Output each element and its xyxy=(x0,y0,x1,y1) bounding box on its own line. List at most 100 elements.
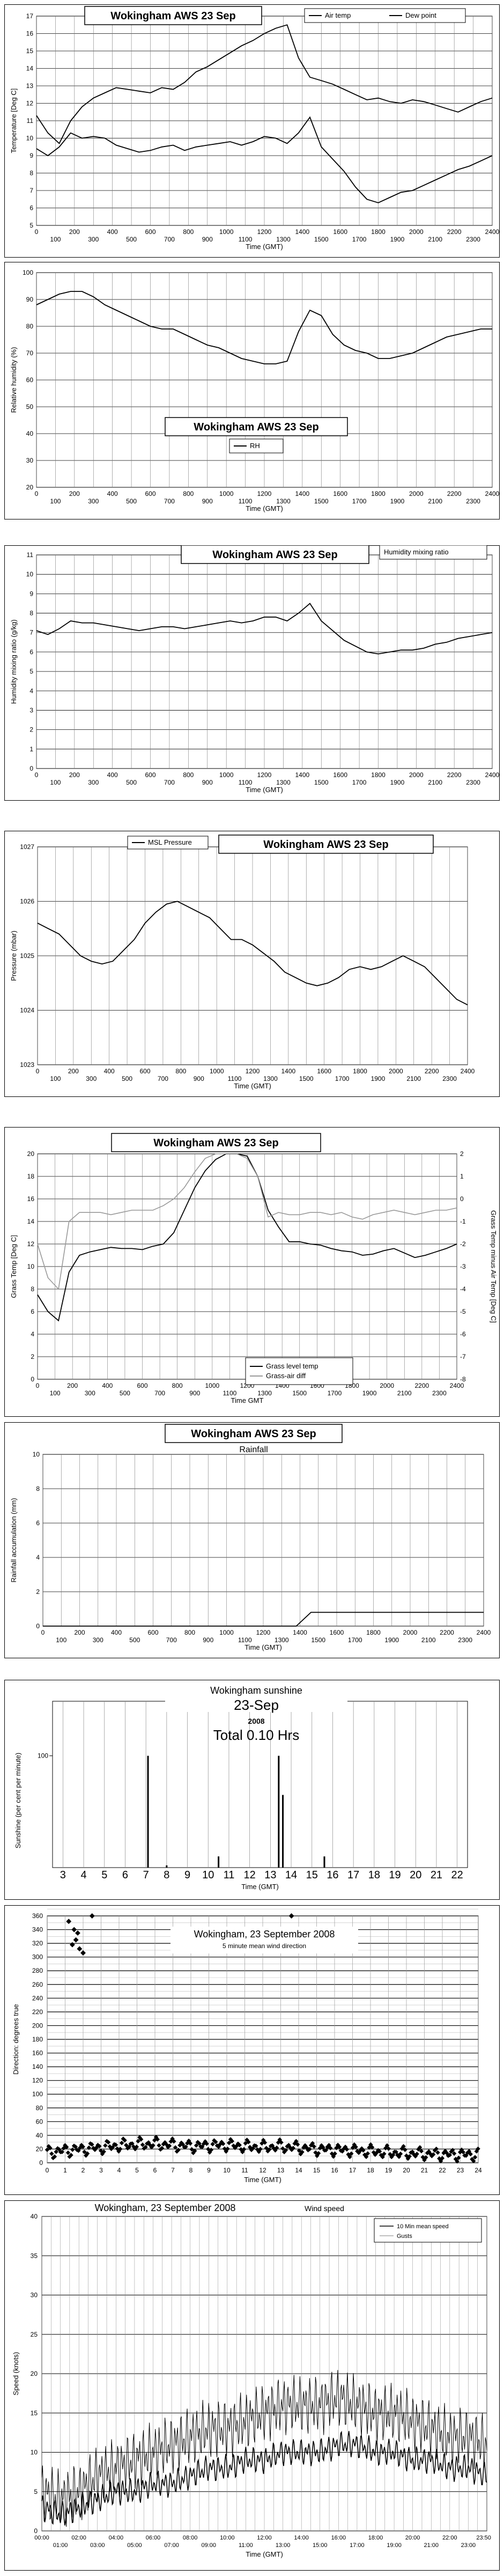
y2-axis-label: Grass Temp minus Air Temp [Deg C] xyxy=(490,1210,498,1323)
y-tick-label: 10 xyxy=(26,570,34,578)
x-tick-label: 1300 xyxy=(257,1389,272,1397)
title-box xyxy=(165,417,348,436)
x-tick-label: 1400 xyxy=(295,490,309,497)
y2-tick-label: -6 xyxy=(460,1330,466,1338)
x-tick-label: 800 xyxy=(183,771,194,779)
y-tick-label: 5 xyxy=(29,668,33,675)
x-tick-label: 10 xyxy=(202,1869,214,1881)
x-tick-label: 300 xyxy=(86,1075,97,1082)
x-tick-label: 0 xyxy=(35,228,39,236)
y-tick-label: 25 xyxy=(31,2331,38,2338)
y-tick-label: 4 xyxy=(31,1330,34,1338)
y2-tick-label: -2 xyxy=(460,1240,466,1248)
x-tick-label: 05:00 xyxy=(127,2542,142,2549)
temperature-chart: 5 6 7 8 9 10 11 12 13 14 15 16 17 0 200 400 600 800 1000 12… xyxy=(4,4,500,258)
x-tick-label: 1400 xyxy=(281,1067,295,1075)
panel-grass-temp: 0 2 4 6 8 10 12 14 16 18 20 0 200 400 600 800 1000 1200 14… xyxy=(4,1127,500,1417)
y-tick-label: 60 xyxy=(26,376,34,384)
y-tick-label: 2 xyxy=(36,1588,40,1596)
x-tick-label: 200 xyxy=(69,228,80,236)
x-tick-label: 17:00 xyxy=(350,2542,365,2549)
x-tick-label: 1900 xyxy=(362,1389,377,1397)
panel-wind-speed: 0 5 10 15 20 25 30 35 40 00:00 02:00 04:00 06:00 08:0… xyxy=(4,2200,500,2571)
direction-point xyxy=(172,2139,176,2144)
y-tick-label: 18 xyxy=(27,1173,35,1180)
x-tick-label: 900 xyxy=(202,779,213,786)
x-tick-label: 1600 xyxy=(333,228,347,236)
x-tick-label: 1400 xyxy=(295,228,309,236)
x-tick-label: 0 xyxy=(36,1067,40,1075)
x-tick-label: 1200 xyxy=(257,771,272,779)
x-tick-label: 2400 xyxy=(485,228,500,236)
x-tick-label: 500 xyxy=(126,497,137,505)
x-tick-label: 24 xyxy=(475,2167,482,2174)
x-tick-label: 1000 xyxy=(219,490,234,497)
y-tick-label: 140 xyxy=(32,2063,43,2070)
y-tick-label: 0 xyxy=(29,765,33,772)
x-tick-label: 1700 xyxy=(328,1389,342,1397)
series-line-1 xyxy=(37,901,468,1006)
y-tick-label: 360 xyxy=(32,1912,43,1920)
x-tick-label: 22:00 xyxy=(442,2535,457,2541)
x-axis-label: Time (GMT) xyxy=(234,1082,271,1090)
y2-tick-label: 0 xyxy=(460,1195,464,1203)
y-tick-label: 240 xyxy=(32,1994,43,2002)
x-tick-label: 1100 xyxy=(239,779,253,786)
chart-year: 2008 xyxy=(248,1717,264,1725)
direction-point xyxy=(258,2147,263,2151)
y-tick-label: 300 xyxy=(32,1953,43,1961)
legend-box xyxy=(229,438,284,453)
chart-title: Wokingham AWS 23 Sep xyxy=(110,10,235,22)
y-tick-label: 8 xyxy=(29,170,33,177)
panel-mixing-ratio: 0 1 2 3 4 5 6 7 8 9 10 11 0 200 400 600 800 1000 1200 1400 1… xyxy=(4,545,500,801)
x-tick-label: 07:00 xyxy=(164,2542,179,2549)
y2-tick-label: -1 xyxy=(460,1218,466,1225)
y2-tick-label: 1 xyxy=(460,1173,464,1180)
x-tick-label: 18:00 xyxy=(368,2535,383,2541)
chart-subtitle: Wind speed xyxy=(305,2204,344,2213)
y-tick-label: 12 xyxy=(27,1240,35,1248)
x-tick-label: 7 xyxy=(171,2167,175,2174)
x-tick-label: 11 xyxy=(241,2167,248,2174)
x-tick-label: 18 xyxy=(368,1869,380,1881)
x-tick-label: 400 xyxy=(107,228,118,236)
y-tick-label: 8 xyxy=(31,1285,34,1293)
y-tick-label: 0 xyxy=(39,2159,43,2167)
y-tick-label: 100 xyxy=(38,1752,48,1760)
chart-date: 23-Sep xyxy=(234,1697,279,1713)
panel-temperature: 5 6 7 8 9 10 11 12 13 14 15 16 17 0 200 400 600 800 1000 12… xyxy=(4,4,500,258)
direction-point xyxy=(450,2148,455,2153)
x-tick-label: 500 xyxy=(126,779,137,786)
x-tick-label: 21 xyxy=(431,1869,442,1881)
x-tick-label: 300 xyxy=(88,236,99,243)
y-tick-label: 260 xyxy=(32,1981,43,1988)
x-tick-label: 400 xyxy=(107,490,118,497)
x-tick-label: 1500 xyxy=(292,1389,307,1397)
y-tick-label: 15 xyxy=(26,47,34,55)
sunshine-bar-1 xyxy=(147,1755,149,1868)
x-tick-label: 1200 xyxy=(256,1629,271,1636)
y-tick-label: 16 xyxy=(26,30,34,38)
x-tick-label: 2100 xyxy=(421,1636,436,1644)
x-tick-label: 16:00 xyxy=(331,2535,346,2541)
y-axis-label: Temperature [Deg C] xyxy=(10,89,18,153)
series-line-2 xyxy=(36,116,493,203)
y-tick-label: 17 xyxy=(26,12,34,20)
x-tick-label: 22 xyxy=(451,1869,463,1881)
x-tick-label: 900 xyxy=(202,236,213,243)
panel-relative-humidity: 20 30 40 50 60 70 80 90 100 0 200 400 600 800 1000 1200… xyxy=(4,262,500,519)
x-tick-label: 600 xyxy=(147,1629,158,1636)
x-tick-label: 2000 xyxy=(389,1067,403,1075)
x-tick-label: 300 xyxy=(93,1636,103,1644)
y-axis-label: Rainfall accumulation (mm) xyxy=(10,1498,18,1583)
x-tick-label: 600 xyxy=(137,1382,147,1389)
x-tick-label: 19 xyxy=(385,2167,392,2174)
x-axis-label: Time (GMT) xyxy=(246,2550,283,2558)
y-tick-label: 35 xyxy=(31,2252,38,2259)
x-tick-label: 04:00 xyxy=(109,2535,124,2541)
y-tick-label: 0 xyxy=(36,1622,40,1630)
legend-label: 10 Min mean speed xyxy=(397,2223,449,2230)
x-tick-label: 1900 xyxy=(390,779,405,786)
direction-point xyxy=(220,2141,226,2146)
y-tick-label: 7 xyxy=(29,629,33,636)
